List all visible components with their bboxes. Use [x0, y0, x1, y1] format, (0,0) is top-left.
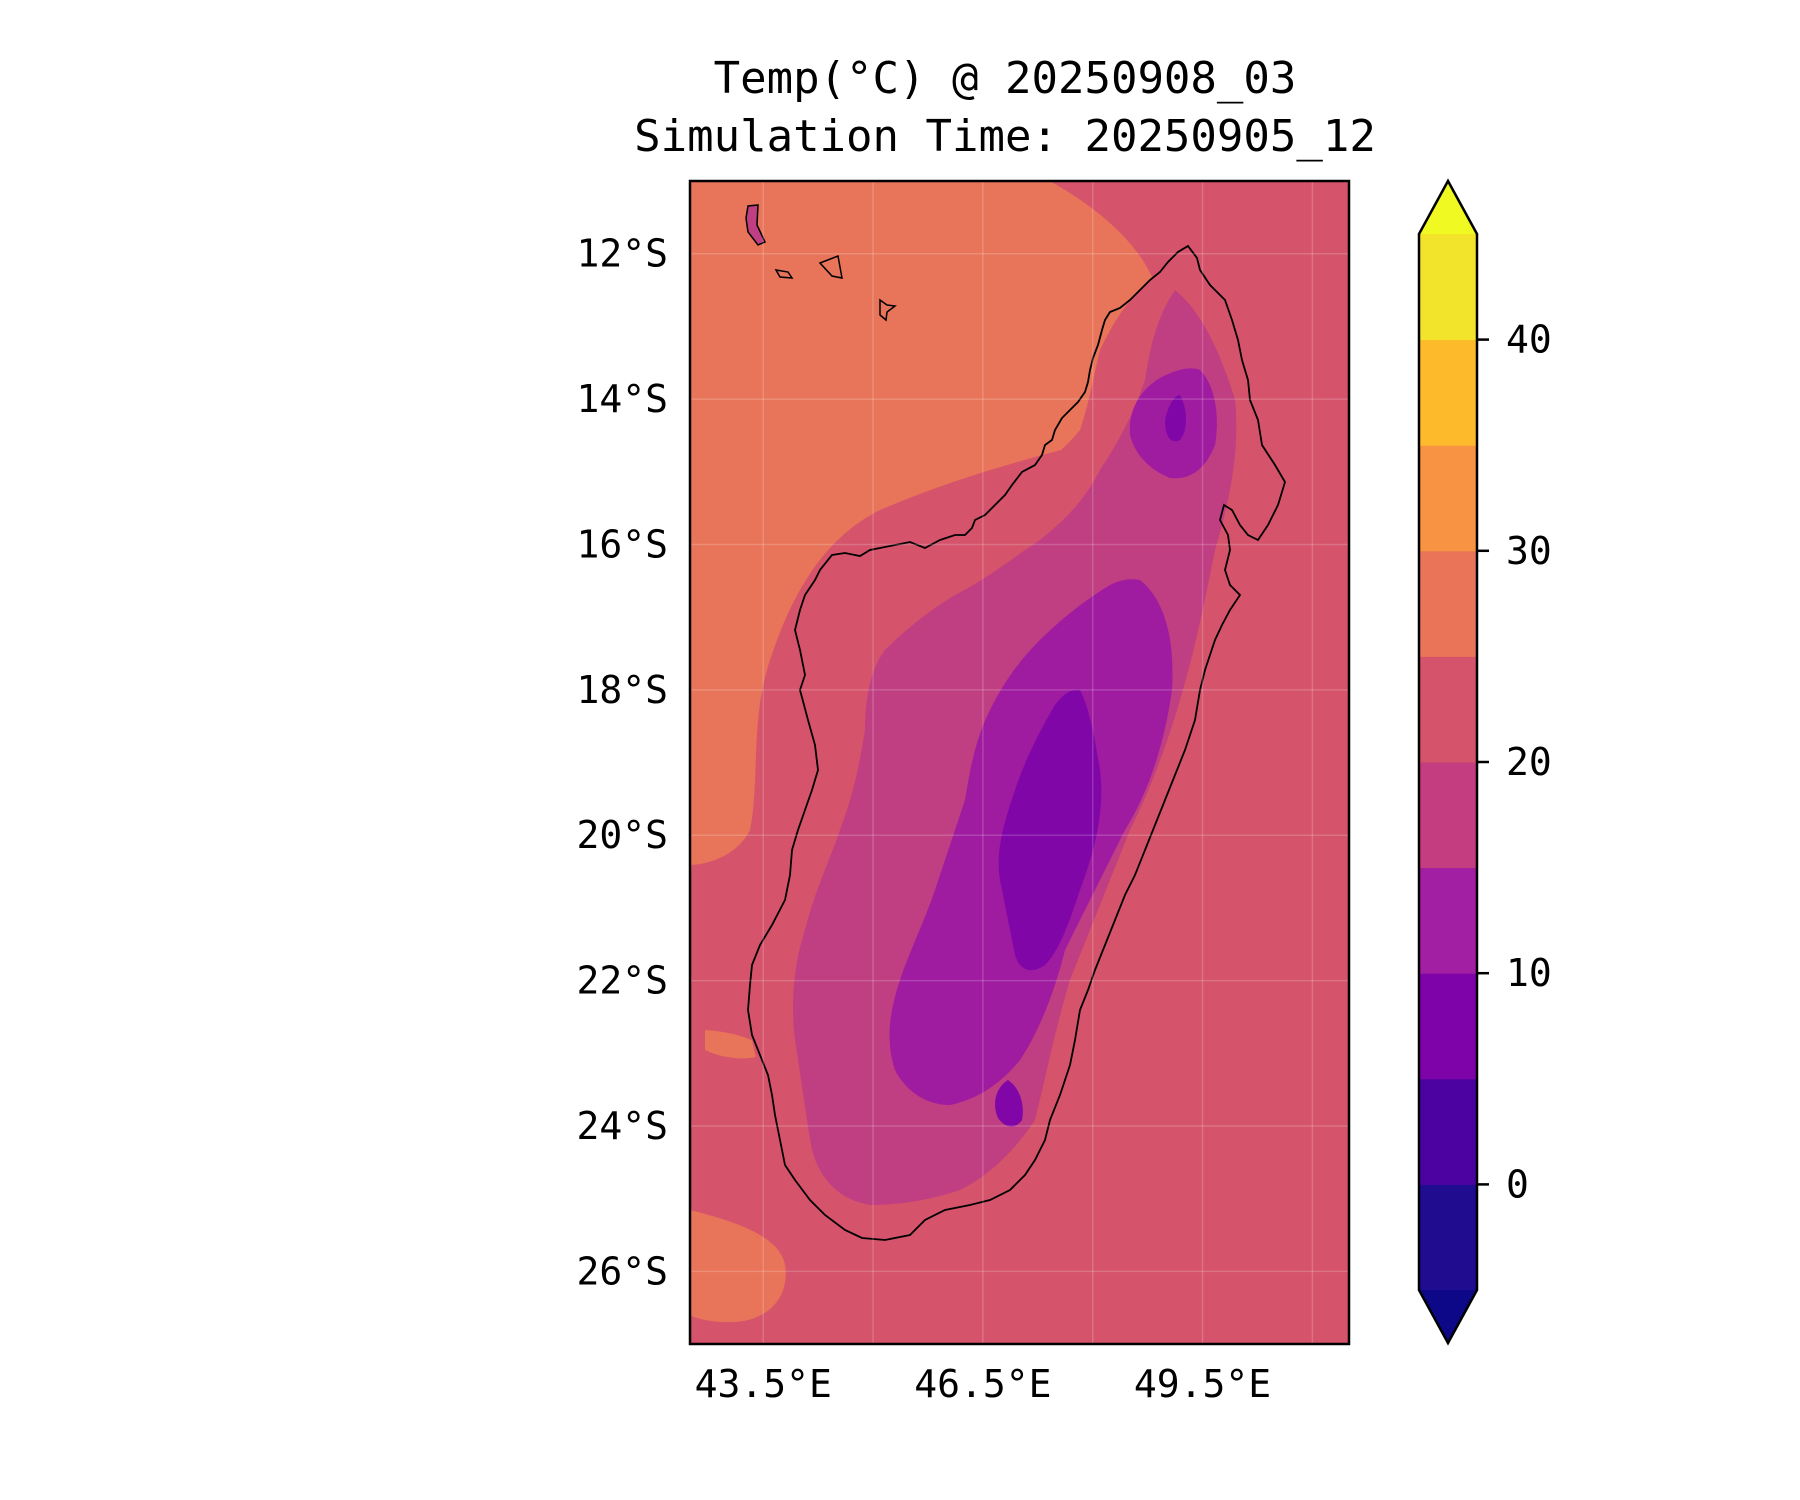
y-tick-label: 22°S	[576, 959, 668, 1003]
x-tick-label: 49.5°E	[1134, 1362, 1271, 1406]
comoros-island-large	[745, 204, 767, 246]
map-frame	[688, 179, 1351, 1346]
colorbar-segment	[1419, 867, 1477, 974]
ocean-west-warm-patch-sw	[690, 1210, 786, 1323]
y-tick-label: 16°S	[576, 522, 668, 566]
y-tick-label: 24°S	[576, 1104, 668, 1148]
map-gridlines	[690, 181, 1349, 1344]
y-tick-label: 26°S	[576, 1249, 668, 1293]
comoros-island-small	[774, 269, 794, 279]
colorbar-segment	[1419, 1078, 1477, 1185]
madagascar-island	[748, 246, 1280, 1242]
colorbar-segment	[1419, 234, 1477, 341]
colorbar: 0 10 20 30 40	[1417, 178, 1552, 1346]
colorbar-tick-label: 40	[1506, 318, 1552, 362]
colorbar-tick-label: 10	[1506, 951, 1552, 995]
x-tick-label: 46.5°E	[914, 1362, 1051, 1406]
colorbar-extend-max	[1419, 181, 1477, 234]
colorbar-tick-label: 0	[1506, 1162, 1529, 1206]
y-tick-label: 14°S	[576, 377, 668, 421]
y-tick-label: 20°S	[576, 813, 668, 857]
y-tick-label: 18°S	[576, 668, 668, 712]
y-tick-label: 12°S	[576, 232, 668, 276]
colorbar-outline	[1417, 178, 1479, 1346]
map-subtitle: Simulation Time: 20250905_12	[634, 111, 1376, 162]
y-axis: 12°S 14°S 16°S 18°S 20°S 22°S 24°S 26°S	[576, 232, 668, 1294]
madagascar-coastline	[747, 244, 1286, 1241]
land-5-10-north-core	[1165, 395, 1186, 442]
x-axis: 43.5°E 46.5°E 49.5°E	[695, 1362, 1272, 1406]
ocean-west-warm-field	[690, 181, 1165, 865]
colorbar-segment	[1419, 762, 1477, 869]
colorbar-segment	[1419, 339, 1477, 446]
map-panel	[690, 181, 1349, 1344]
colorbar-segment	[1419, 445, 1477, 552]
x-tick-label: 43.5°E	[695, 1362, 832, 1406]
colorbar-segment	[1419, 656, 1477, 763]
land-5-10-central-plateau	[998, 689, 1102, 971]
land-5-10-south-core	[995, 1080, 1023, 1127]
comoros-island-anjouan	[818, 254, 843, 279]
colorbar-segment	[1419, 1184, 1477, 1291]
ocean-west-warm-patch-strip	[705, 1030, 765, 1059]
colorbar-segment	[1419, 973, 1477, 1080]
colorbar-tick-label: 20	[1506, 740, 1552, 784]
colorbar-segment	[1419, 550, 1477, 657]
map-title: Temp(°C) @ 20250908_03	[713, 53, 1297, 104]
colorbar-tick-label: 30	[1506, 529, 1552, 573]
mayotte-island	[879, 298, 897, 322]
colorbar-extend-min	[1419, 1290, 1477, 1343]
